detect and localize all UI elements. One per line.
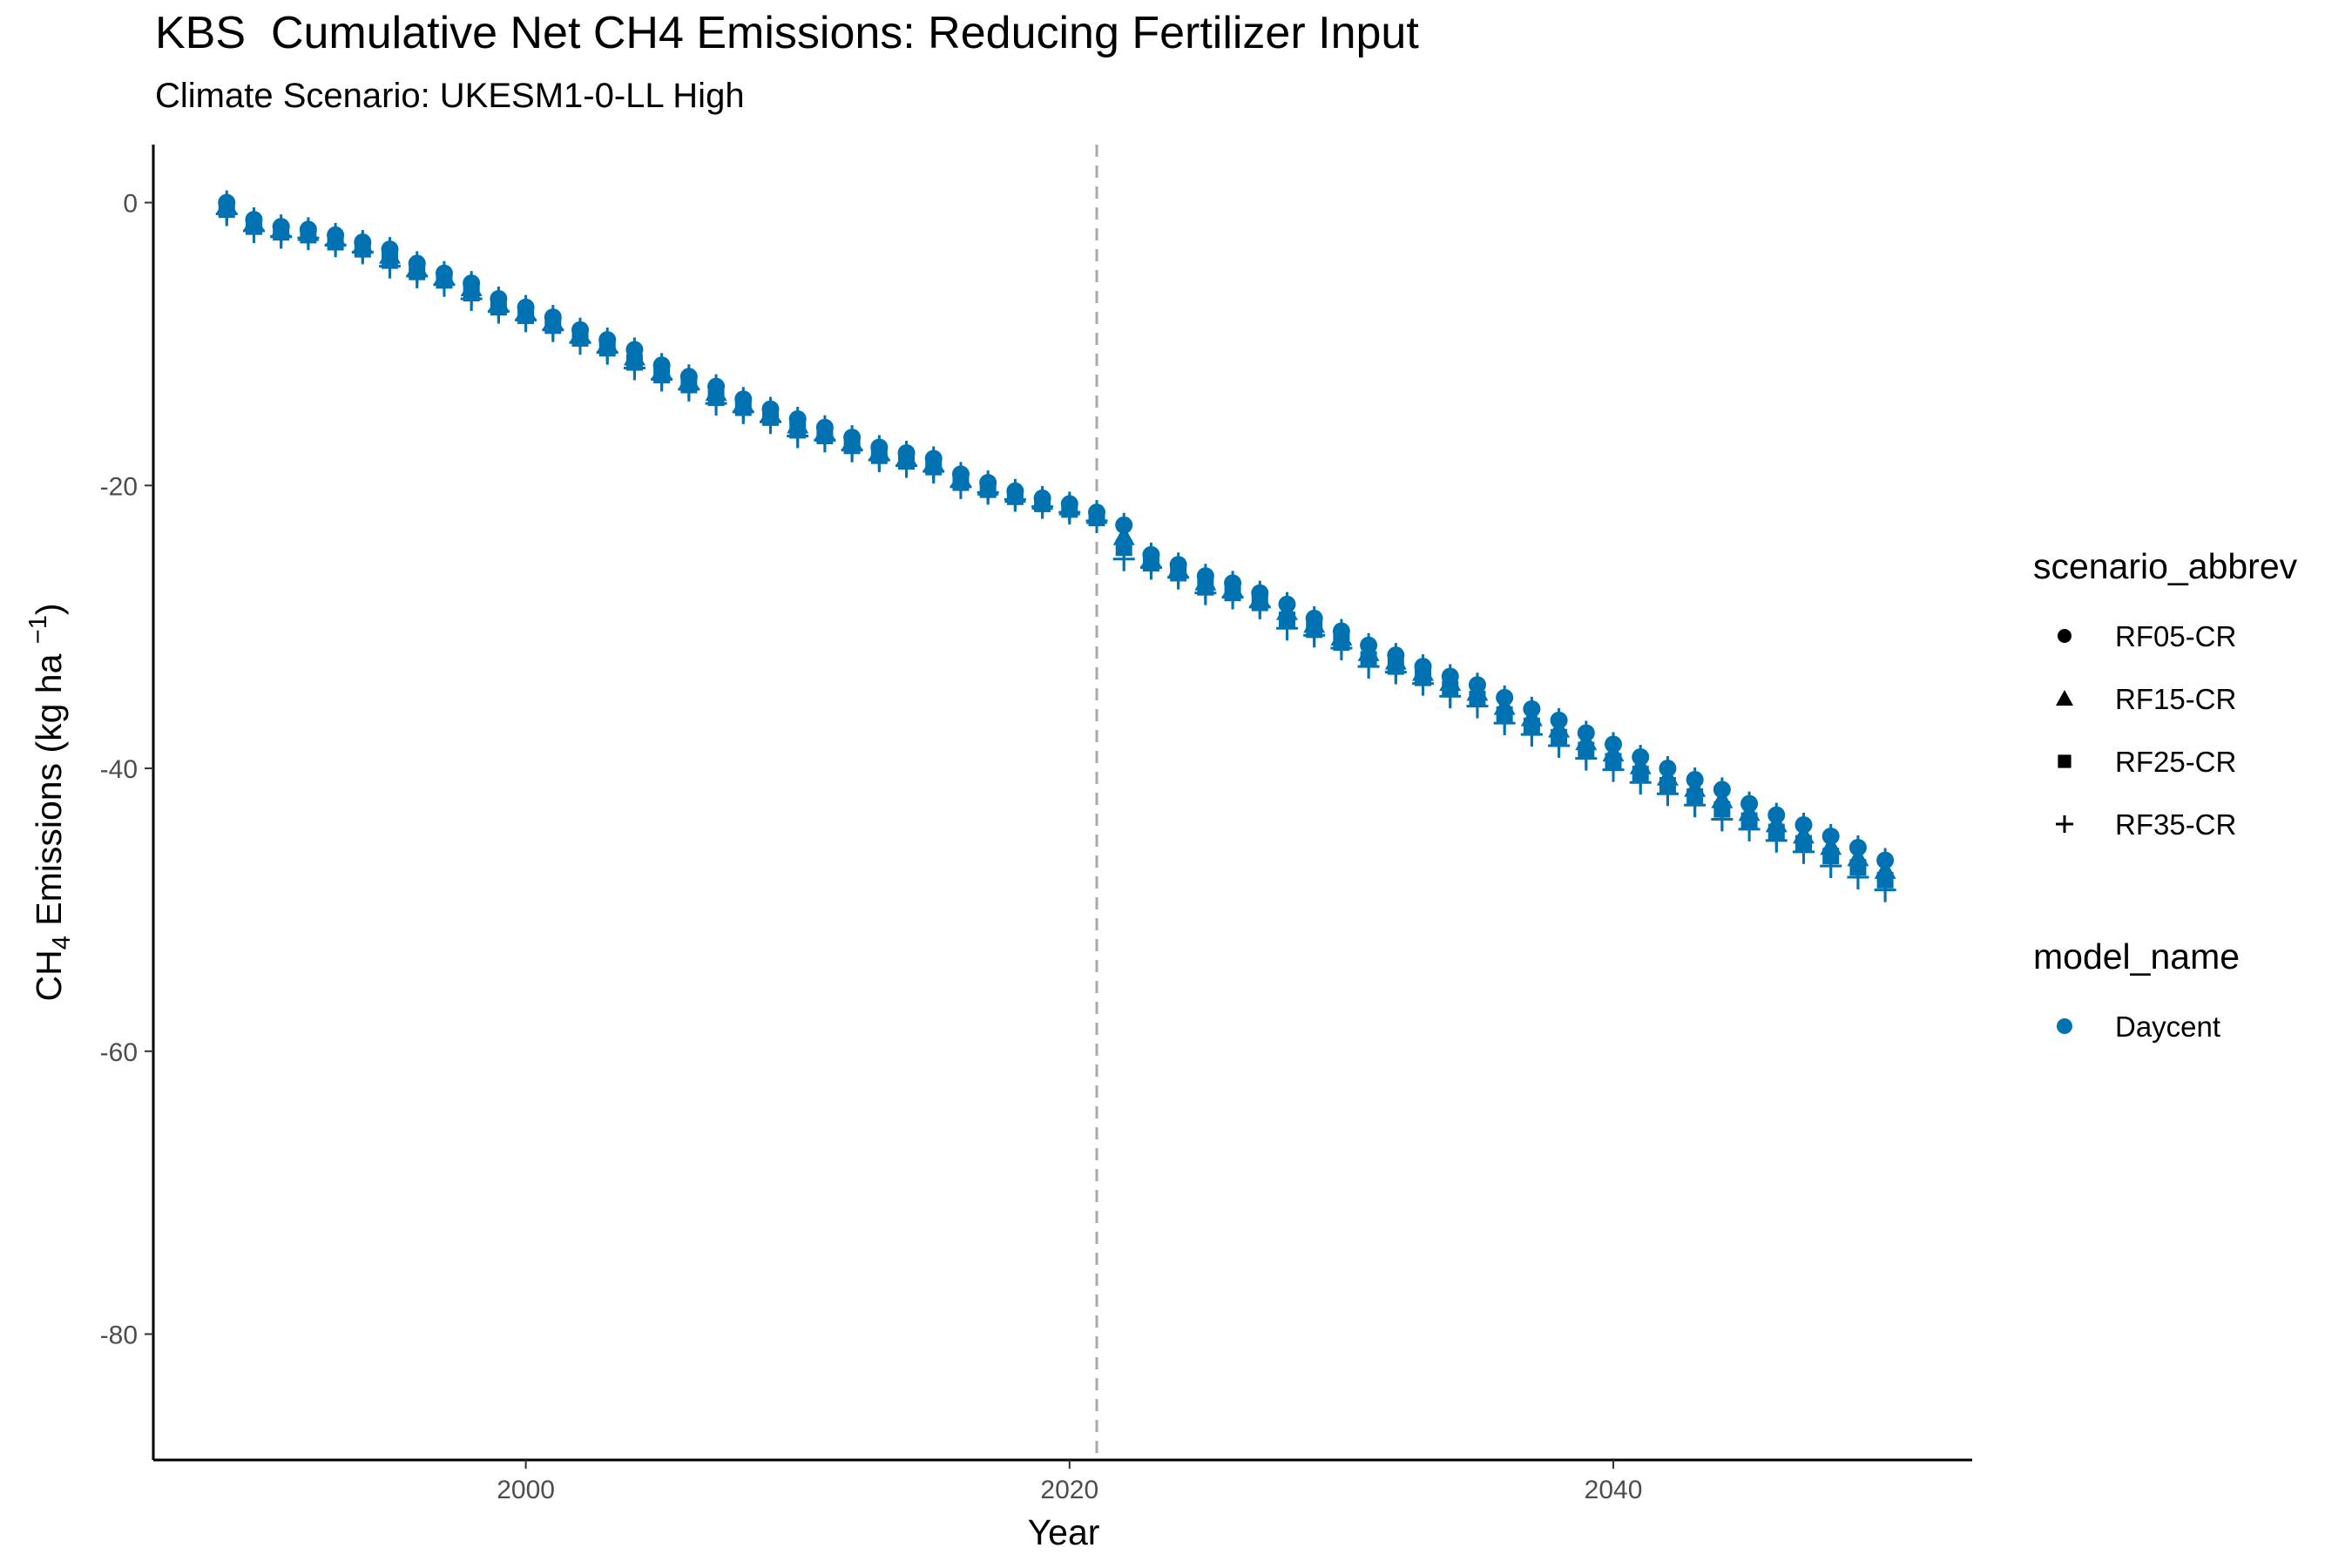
legend-label: RF35-CR — [2115, 808, 2236, 841]
legend: scenario_abbrev RF05-CR RF15-CR RF25-CR RF3… — [2033, 546, 2298, 1043]
series-rf35-cr — [216, 202, 1896, 902]
x-tick-label: 2040 — [1585, 1476, 1643, 1504]
x-tick-label: 2020 — [1040, 1476, 1098, 1504]
legend-label: RF25-CR — [2115, 746, 2236, 778]
series-rf25-cr — [219, 198, 1894, 893]
y-tick-label: -60 — [100, 1038, 138, 1067]
x-tick-label: 2000 — [497, 1476, 555, 1504]
legend-square-icon — [2058, 754, 2071, 767]
legend-circle-icon — [2058, 629, 2072, 643]
legend-cross-icon — [2056, 815, 2073, 833]
y-tick-label: 0 — [123, 190, 138, 219]
legend-label: RF05-CR — [2115, 620, 2236, 652]
y-tick-label: -80 — [100, 1321, 138, 1349]
legend-triangle-icon — [2056, 690, 2073, 706]
y-tick-label: -20 — [100, 472, 138, 501]
y-axis-title: CH4 Emissions (kg ha −1) — [24, 603, 76, 1001]
legend-label: RF15-CR — [2115, 683, 2236, 715]
y-tick-label: -40 — [100, 755, 138, 784]
legend-title-model: model_name — [2033, 936, 2240, 977]
legend-color-dot-icon — [2057, 1018, 2072, 1034]
x-axis-title: Year — [1028, 1512, 1100, 1552]
legend-title-scenario: scenario_abbrev — [2033, 546, 2298, 586]
legend-label: Daycent — [2115, 1010, 2220, 1043]
